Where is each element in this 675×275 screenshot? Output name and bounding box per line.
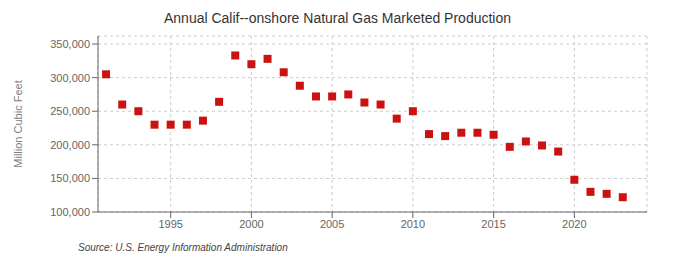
svg-text:350,000: 350,000 (50, 38, 90, 50)
svg-text:300,000: 300,000 (50, 72, 90, 84)
svg-text:250,000: 250,000 (50, 105, 90, 117)
svg-text:Million Cubic Feet: Million Cubic Feet (12, 80, 24, 167)
svg-text:2020: 2020 (562, 218, 586, 230)
svg-text:2015: 2015 (481, 218, 505, 230)
svg-text:100,000: 100,000 (50, 206, 90, 218)
svg-text:200,000: 200,000 (50, 139, 90, 151)
svg-text:2010: 2010 (401, 218, 425, 230)
svg-text:2005: 2005 (320, 218, 344, 230)
html-text:Source: U.S. Energy Informatio: Source: U.S. Energy Information Administ… (78, 242, 288, 253)
svg-text:150,000: 150,000 (50, 172, 90, 184)
svg-text:2000: 2000 (239, 218, 263, 230)
svg-text:1995: 1995 (158, 218, 182, 230)
html-text:Annual Calif--onshore Natural: Annual Calif--onshore Natural Gas Market… (164, 10, 511, 26)
